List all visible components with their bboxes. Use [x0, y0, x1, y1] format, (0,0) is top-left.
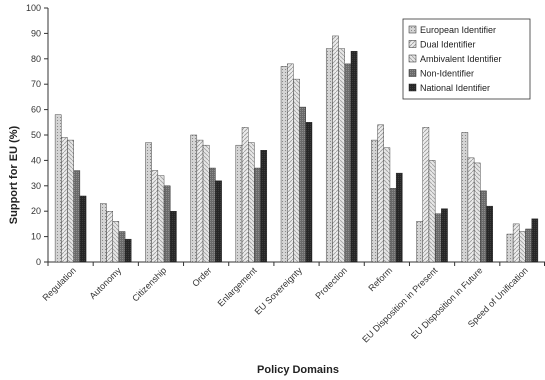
- bar: [248, 142, 255, 263]
- bar: [215, 180, 222, 263]
- legend-swatch: [408, 69, 417, 77]
- bar: [467, 157, 475, 263]
- bar: [170, 210, 177, 263]
- bar: [118, 231, 126, 263]
- legend-swatch: [408, 54, 417, 63]
- y-tick-label: 90: [31, 28, 41, 38]
- bar: [486, 205, 493, 263]
- bar: [196, 139, 204, 263]
- bar: [332, 35, 339, 263]
- bar: [79, 195, 87, 263]
- bar: [209, 167, 216, 263]
- legend-swatch: [408, 40, 417, 48]
- y-tick-label: 40: [31, 155, 41, 165]
- bar: [416, 221, 423, 263]
- y-tick-label: 20: [31, 206, 41, 216]
- legend-label: Dual Identifier: [420, 40, 476, 50]
- y-tick-label: 0: [36, 257, 41, 267]
- bar: [254, 167, 261, 263]
- bar: [124, 238, 132, 263]
- bar: [287, 63, 294, 263]
- x-tick-label: Enlargement: [216, 265, 260, 309]
- y-axis-title: Support for EU (%): [8, 125, 20, 224]
- y-tick-label: 10: [31, 232, 41, 242]
- y-tick-label: 60: [31, 105, 41, 115]
- y-tick-label: 30: [31, 181, 41, 191]
- y-tick-label: 50: [31, 130, 41, 140]
- legend-box: [402, 18, 531, 100]
- legend-label: Non-Identifier: [420, 69, 474, 79]
- bar: [190, 134, 198, 263]
- bar: [480, 190, 487, 263]
- x-tick-label: Reform: [366, 265, 394, 293]
- bar: [293, 78, 300, 263]
- x-tick-label: Regulation: [41, 265, 78, 302]
- bar: [377, 124, 384, 263]
- bar: [157, 175, 165, 263]
- x-tick-label: Protection: [313, 265, 349, 301]
- bar: [73, 170, 81, 263]
- bar: [395, 172, 403, 263]
- bar: [151, 170, 159, 263]
- bar: [145, 142, 152, 263]
- bar: [235, 144, 243, 263]
- bar: [338, 48, 345, 263]
- bar: [163, 185, 171, 263]
- x-axis-title: Policy Domains: [257, 364, 339, 376]
- legend-swatch: [408, 83, 417, 92]
- legend-label: National Identifier: [420, 83, 490, 93]
- bar: [325, 48, 333, 263]
- bar: [371, 139, 378, 263]
- bar: [525, 228, 532, 263]
- legend-swatch: [408, 25, 417, 34]
- bar: [389, 188, 397, 263]
- bar: [506, 233, 514, 263]
- bar: [383, 147, 391, 263]
- bar: [106, 210, 113, 263]
- x-tick-label: EU Sovereignty: [253, 265, 305, 317]
- bar: [299, 106, 307, 263]
- bar: [428, 160, 436, 263]
- bar: [280, 66, 288, 263]
- y-tick-label: 80: [31, 54, 41, 64]
- bar: [441, 208, 448, 263]
- bar: [305, 122, 313, 263]
- x-tick-label: Autonomy: [87, 265, 123, 301]
- x-tick-label: Citizenship: [130, 265, 168, 303]
- bar: [434, 213, 442, 263]
- x-tick-label: EU Disposition in Present: [360, 265, 440, 345]
- bar: [61, 137, 68, 263]
- y-tick-label: 100: [26, 3, 41, 13]
- bar: [260, 150, 268, 263]
- legend-label: Ambivalent Identifier: [420, 54, 502, 64]
- bar: [512, 223, 520, 263]
- bar: [473, 162, 481, 263]
- bar: [519, 231, 526, 263]
- bar: [202, 144, 210, 263]
- y-tick-label: 70: [31, 79, 41, 89]
- bar: [422, 127, 430, 263]
- bar: [100, 203, 107, 263]
- legend-label: European Identifier: [420, 25, 496, 35]
- bar: [350, 50, 358, 263]
- bar: [67, 139, 74, 263]
- x-tick-label: Order: [190, 265, 213, 288]
- bar: [461, 132, 469, 263]
- bar: [241, 127, 249, 263]
- bar: [112, 221, 120, 263]
- bar: [344, 63, 352, 263]
- bar: [54, 114, 62, 263]
- legend: European Identifier Dual Identifier Ambiva…: [402, 18, 531, 100]
- bar: [531, 218, 539, 263]
